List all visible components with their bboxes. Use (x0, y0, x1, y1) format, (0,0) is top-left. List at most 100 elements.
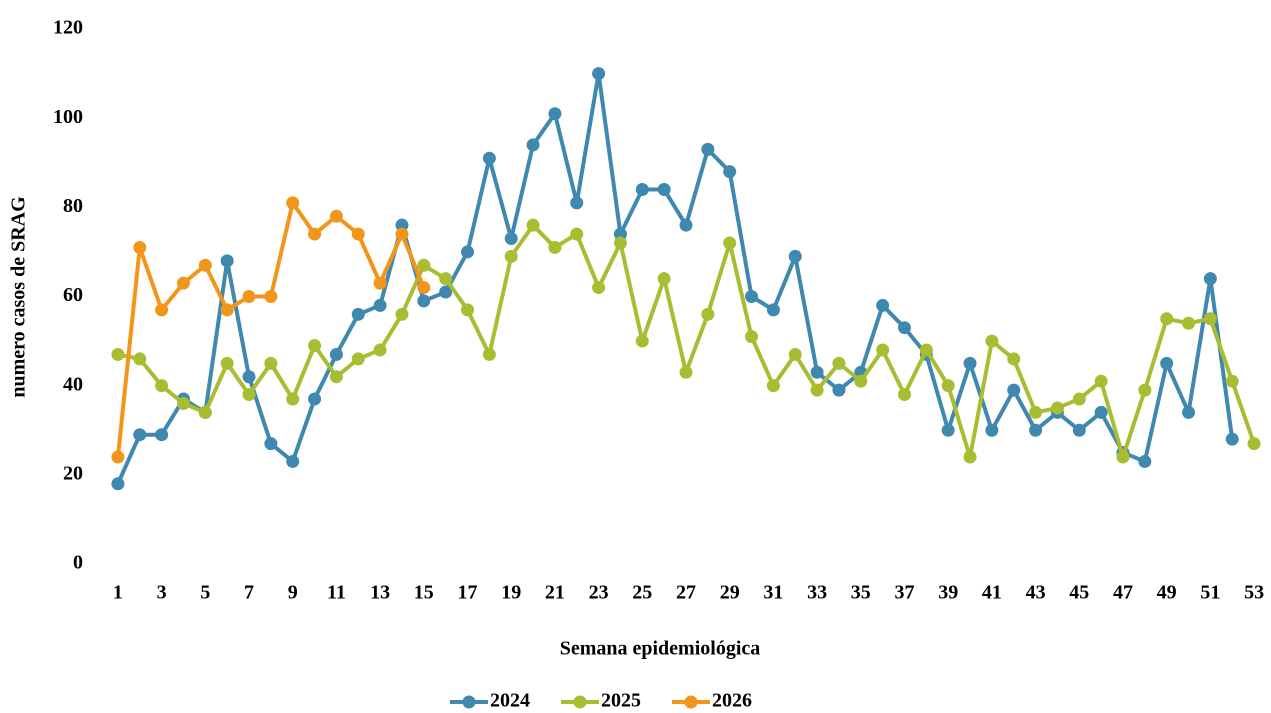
data-point (417, 281, 431, 295)
data-point (482, 347, 496, 361)
x-tick-label: 15 (414, 582, 434, 604)
data-point (592, 67, 606, 81)
data-point (155, 379, 169, 393)
data-point (329, 370, 343, 384)
data-point (701, 307, 715, 321)
data-point (133, 240, 147, 254)
data-point (308, 339, 322, 353)
data-point (111, 347, 125, 361)
data-point (482, 151, 496, 165)
data-point (985, 334, 999, 348)
legend-label: 2025 (601, 690, 641, 712)
x-tick-label: 39 (938, 582, 958, 604)
y-tick-label: 100 (53, 106, 83, 128)
data-point (766, 303, 780, 317)
data-point (198, 258, 212, 272)
x-tick-label: 25 (632, 582, 652, 604)
data-point (657, 183, 671, 196)
data-point (919, 343, 933, 357)
x-tick-label: 27 (676, 582, 696, 604)
data-point (461, 245, 475, 259)
data-point (897, 321, 911, 335)
x-tick-label: 9 (288, 582, 298, 604)
x-tick-label: 43 (1026, 582, 1046, 604)
data-point (788, 347, 802, 361)
data-point (723, 236, 737, 250)
data-point (570, 227, 584, 241)
y-tick-label: 20 (63, 462, 83, 484)
data-point (504, 232, 518, 246)
y-tick-label: 80 (63, 195, 83, 217)
x-tick-label: 31 (763, 582, 783, 604)
data-point (526, 218, 540, 232)
data-point (264, 437, 278, 451)
data-point (854, 374, 868, 388)
data-point (176, 276, 190, 290)
x-tick-label: 5 (200, 582, 210, 604)
data-point (963, 450, 977, 464)
data-point (701, 142, 715, 156)
data-point (242, 370, 256, 384)
x-tick-label: 17 (458, 582, 478, 604)
data-point (941, 423, 955, 437)
data-point (613, 227, 627, 241)
data-point (417, 294, 431, 308)
data-point (941, 379, 955, 393)
x-tick-label: 11 (327, 582, 346, 604)
data-point (1007, 383, 1021, 397)
data-point (1094, 405, 1108, 419)
data-point (1182, 316, 1196, 330)
data-point (897, 388, 911, 402)
data-point (351, 307, 365, 321)
data-point (155, 428, 169, 442)
data-point (635, 183, 649, 196)
data-point (876, 298, 890, 312)
data-point (264, 290, 278, 303)
data-point (351, 227, 365, 241)
data-point (220, 303, 234, 317)
data-point (876, 343, 890, 357)
x-axis-title: Semana epidemiológica (560, 638, 761, 660)
data-point (133, 428, 147, 442)
data-point (1072, 392, 1086, 406)
data-point (548, 107, 562, 121)
data-point (1247, 437, 1261, 451)
data-point (286, 196, 300, 210)
data-point (264, 356, 278, 370)
data-point (351, 352, 365, 366)
data-point (286, 392, 300, 406)
data-point (1029, 423, 1043, 437)
data-point (439, 272, 453, 286)
data-point (395, 307, 409, 321)
data-point (788, 249, 802, 263)
series-line (116, 71, 1235, 485)
data-point (198, 405, 212, 419)
series-line (117, 223, 1256, 459)
data-point (810, 365, 824, 379)
data-point (111, 450, 125, 464)
data-point (242, 290, 256, 303)
data-point (308, 392, 322, 406)
data-point (176, 397, 190, 410)
data-point (220, 356, 234, 370)
x-tick-label: 53 (1244, 582, 1264, 604)
data-point (657, 272, 671, 286)
data-point (1203, 312, 1217, 326)
data-point (1182, 405, 1196, 419)
y-axis-title: numero casos de SRAG (8, 196, 30, 398)
x-tick-label: 45 (1069, 582, 1089, 604)
data-point (1007, 352, 1021, 366)
data-point (329, 209, 343, 223)
data-point (373, 276, 387, 290)
data-point (395, 218, 409, 232)
data-point (679, 218, 693, 232)
data-point (1225, 374, 1239, 388)
data-point (1160, 356, 1174, 370)
x-tick-label: 41 (982, 582, 1002, 604)
y-tick-label: 0 (73, 552, 83, 574)
x-tick-label: 3 (157, 582, 167, 604)
data-point (1203, 272, 1217, 286)
x-tick-label: 1 (113, 582, 123, 604)
x-tick-label: 33 (807, 582, 827, 604)
